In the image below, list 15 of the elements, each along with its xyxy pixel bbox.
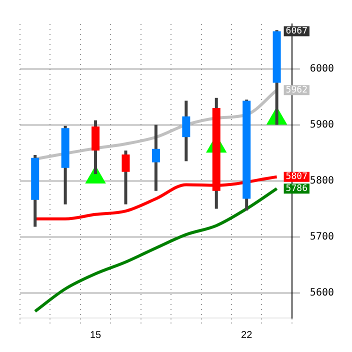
y-tick-label: 5800 [310,175,334,186]
x-tick-label: 22 [241,330,253,341]
y-tick-label: 5700 [310,231,334,242]
candlestick [152,124,160,191]
y-tick-label: 6000 [310,63,334,74]
data-label: 5807 [286,172,308,182]
data-label: 5962 [286,85,308,96]
x-tick-label: 15 [90,330,102,341]
y-tick-label: 5900 [310,119,334,130]
data-label: 5786 [286,184,308,194]
line-series [34,187,278,313]
y-tick-label: 5600 [310,287,334,298]
candlestick [182,100,190,162]
candlestick [122,150,130,204]
text: 6067 [286,26,308,37]
